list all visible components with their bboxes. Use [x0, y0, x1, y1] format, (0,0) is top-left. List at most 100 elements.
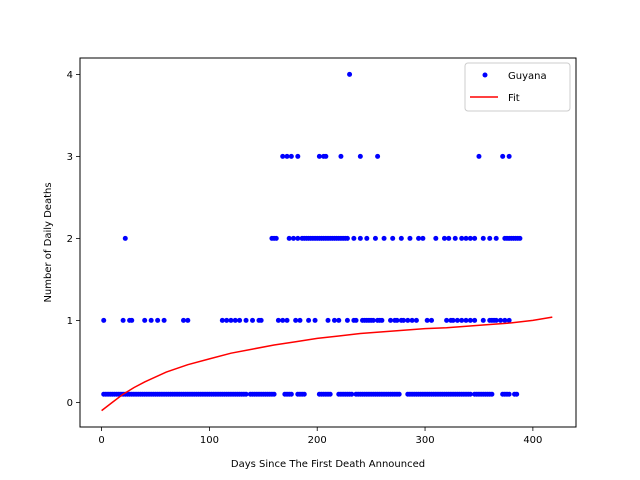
data-point	[409, 317, 415, 323]
data-point	[148, 317, 154, 323]
data-point	[280, 317, 286, 323]
data-point	[500, 153, 506, 159]
data-point	[506, 391, 512, 397]
data-point	[325, 317, 331, 323]
x-tick-label: 300	[415, 435, 434, 446]
data-point	[219, 317, 225, 323]
legend-label-guyana: Guyana	[508, 71, 547, 82]
data-point	[122, 235, 128, 241]
x-tick-label: 200	[308, 435, 327, 446]
data-point	[379, 317, 385, 323]
y-tick-label: 1	[67, 316, 73, 327]
data-point	[472, 235, 478, 241]
data-point	[472, 317, 478, 323]
data-point	[271, 391, 277, 397]
data-point	[142, 317, 148, 323]
data-point	[232, 317, 238, 323]
data-point	[420, 235, 426, 241]
data-point	[396, 391, 402, 397]
legend-marker-guyana	[482, 72, 488, 78]
legend-box	[464, 62, 571, 112]
data-point	[381, 235, 387, 241]
data-point	[101, 317, 107, 323]
data-point	[344, 235, 350, 241]
data-point	[312, 317, 318, 323]
data-point	[338, 153, 344, 159]
data-point	[416, 235, 422, 241]
data-point	[288, 391, 294, 397]
legend: Guyana Fit	[464, 62, 571, 112]
data-point	[237, 317, 243, 323]
data-point	[444, 317, 450, 323]
data-point	[514, 391, 520, 397]
data-point	[506, 153, 512, 159]
data-point	[480, 235, 486, 241]
series-guyana	[101, 71, 523, 397]
data-point	[463, 235, 469, 241]
data-point	[250, 317, 256, 323]
data-point	[331, 317, 337, 323]
data-point	[429, 317, 435, 323]
data-point	[284, 153, 290, 159]
data-point	[489, 391, 495, 397]
y-tick-label: 2	[67, 234, 73, 245]
data-point	[336, 317, 342, 323]
legend-label-fit: Fit	[508, 93, 520, 104]
data-point	[295, 235, 301, 241]
axes-frame	[79, 57, 577, 428]
data-point	[284, 317, 290, 323]
data-point	[301, 391, 307, 397]
data-point	[286, 235, 292, 241]
data-point	[185, 317, 191, 323]
data-point	[433, 235, 439, 241]
data-point	[459, 317, 465, 323]
data-point	[424, 317, 430, 323]
data-point	[467, 317, 473, 323]
data-point	[344, 317, 350, 323]
data-point	[120, 317, 126, 323]
x-tick-label: 0	[98, 435, 104, 446]
data-point	[347, 71, 353, 77]
data-point	[390, 235, 396, 241]
data-point	[388, 317, 394, 323]
data-point	[161, 317, 167, 323]
data-point	[463, 317, 469, 323]
y-tick-label: 0	[67, 398, 73, 409]
data-point	[459, 235, 465, 241]
data-point	[476, 153, 482, 159]
data-point	[446, 235, 452, 241]
data-point	[224, 317, 230, 323]
data-point	[129, 317, 135, 323]
data-point	[273, 235, 279, 241]
data-point	[290, 235, 296, 241]
data-point	[487, 235, 493, 241]
data-point	[517, 235, 523, 241]
data-point	[316, 153, 322, 159]
data-point	[400, 317, 406, 323]
data-point	[370, 317, 376, 323]
data-point	[364, 235, 370, 241]
data-point	[288, 153, 294, 159]
data-point	[357, 235, 363, 241]
data-point	[155, 317, 161, 323]
x-tick-label: 100	[200, 435, 219, 446]
data-point	[243, 317, 249, 323]
data-point	[228, 317, 234, 323]
y-tick-label: 4	[67, 70, 73, 81]
data-point	[353, 317, 359, 323]
data-point	[372, 235, 378, 241]
data-point	[498, 317, 504, 323]
data-point	[357, 153, 363, 159]
data-point	[375, 153, 381, 159]
data-point	[297, 317, 303, 323]
data-point	[480, 317, 486, 323]
data-point	[405, 317, 411, 323]
data-point	[351, 235, 357, 241]
fit-line	[101, 316, 553, 412]
data-point	[450, 317, 456, 323]
axis-ticks: 0 100 200 300 400 0 1 2 3 4	[67, 70, 543, 446]
data-point	[394, 317, 400, 323]
data-point	[407, 235, 413, 241]
data-point	[493, 317, 499, 323]
